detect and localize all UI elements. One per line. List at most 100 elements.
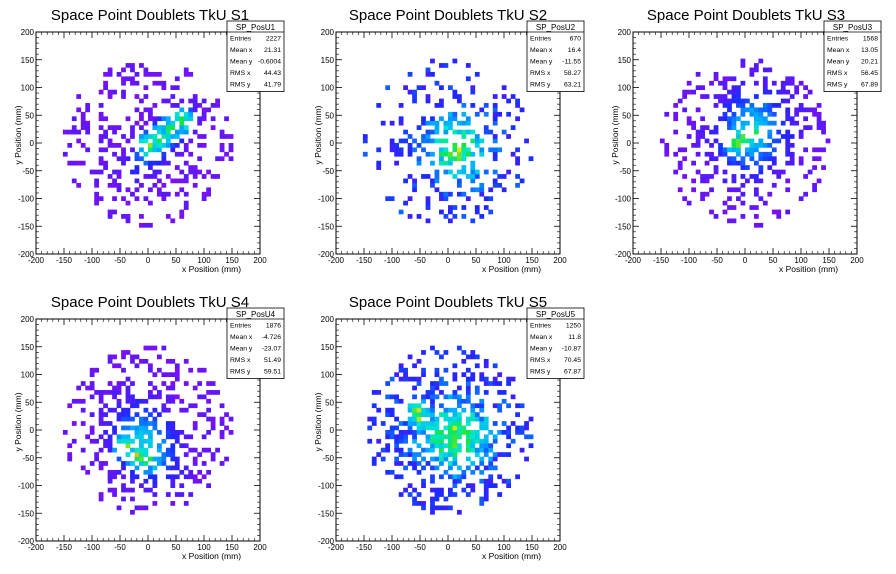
histogram-bin (143, 425, 149, 431)
histogram-bin (713, 169, 719, 175)
histogram-bin (474, 438, 480, 444)
histogram-bin (722, 98, 728, 104)
histogram-bin (731, 111, 737, 117)
histogram-bin (380, 456, 386, 462)
histogram-bin (515, 116, 520, 122)
histogram-bin (98, 496, 104, 502)
y-tick-label: -150 (18, 509, 35, 518)
histogram-bin (107, 138, 113, 144)
histogram-bin (416, 443, 422, 449)
histogram-bin (762, 143, 768, 148)
histogram-bin (112, 425, 117, 431)
histogram-bin (188, 492, 194, 497)
histogram-bin (677, 160, 683, 166)
histogram-bin (816, 120, 822, 126)
histogram-bin (731, 205, 737, 210)
histogram-bin (148, 438, 153, 444)
x-tick-label: -150 (356, 543, 373, 552)
histogram-bin (174, 363, 180, 369)
histogram-bin (425, 407, 431, 413)
histogram-bin (470, 412, 476, 417)
histogram-bin (789, 76, 795, 82)
stats-row-label: Mean x (827, 47, 850, 54)
histogram-bin (474, 452, 480, 457)
histogram-bin (812, 156, 817, 162)
histogram-bin (125, 461, 131, 466)
histogram-bin (749, 156, 755, 162)
histogram-bin (700, 85, 705, 91)
histogram-bin (139, 430, 144, 435)
histogram-bin (385, 443, 391, 449)
histogram-bin (713, 129, 719, 135)
histogram-bin (434, 129, 440, 135)
histogram-bin (228, 134, 234, 139)
histogram-bin (767, 107, 773, 113)
x-axis-title: x Position (mm) (182, 264, 241, 274)
histogram-bin (767, 165, 773, 170)
histogram-bin (416, 376, 422, 382)
x-tick-label: 0 (446, 256, 451, 265)
histogram-bin (664, 143, 670, 148)
x-tick-label: 200 (253, 256, 267, 265)
histogram-bin (771, 80, 777, 86)
histogram-bin (121, 196, 126, 202)
histogram-bin (161, 345, 167, 351)
histogram-bin (479, 425, 485, 431)
histogram-bin (448, 465, 453, 471)
histogram-bin (152, 483, 158, 489)
histogram-bin (470, 89, 476, 95)
histogram-bin (98, 138, 104, 144)
histogram-bin (143, 160, 149, 166)
histogram-bin (430, 474, 435, 480)
histogram-bin (524, 456, 529, 462)
histogram-bin (718, 151, 723, 157)
histogram-bin (448, 421, 453, 426)
histogram-bin (389, 138, 395, 144)
histogram-bin (461, 151, 467, 157)
histogram-bin (125, 385, 131, 391)
histogram-bin (448, 425, 453, 431)
histogram-bin (143, 487, 149, 493)
histogram-bin (430, 381, 435, 386)
histogram-bin (479, 496, 485, 502)
chart-title: Space Point Doublets TkU S2 (349, 7, 547, 24)
histogram-bin (148, 147, 153, 153)
histogram-bin (443, 160, 449, 166)
histogram-bin (452, 394, 458, 400)
histogram-bin (394, 434, 400, 440)
histogram-bin (470, 407, 476, 413)
histogram-bin (188, 474, 194, 480)
histogram-bin (479, 478, 485, 484)
histogram-bin (179, 209, 185, 215)
histogram-bin (130, 125, 135, 130)
histogram-bin (156, 461, 162, 466)
histogram-bin (771, 120, 777, 126)
histogram-bin (709, 209, 714, 215)
histogram-bin (179, 214, 185, 219)
histogram-bin (776, 138, 782, 144)
histogram-bin (425, 425, 431, 431)
histogram-bin (403, 452, 408, 457)
histogram-bin (727, 125, 732, 130)
histogram-bin (825, 138, 831, 144)
histogram-bin (421, 134, 426, 139)
histogram-bin (130, 403, 135, 409)
histogram-bin (394, 372, 400, 378)
histogram-bin (740, 182, 746, 188)
histogram-bin (201, 367, 207, 373)
histogram-bin (407, 214, 413, 219)
histogram-bin (501, 129, 507, 135)
histogram-bin (461, 407, 467, 413)
histogram-bin (452, 174, 458, 179)
histogram-bin (165, 452, 171, 457)
histogram-bin (183, 116, 189, 122)
histogram-bin (112, 169, 117, 175)
stats-row-value: 63.21 (564, 82, 581, 89)
histogram-bin (456, 169, 462, 175)
histogram-bin (425, 94, 431, 99)
histogram-bin (398, 430, 404, 435)
histogram-bin (812, 111, 817, 117)
stats-row-value: 67.87 (564, 369, 581, 376)
x-axis-title: x Position (mm) (482, 551, 541, 561)
histogram-bin (201, 434, 207, 440)
